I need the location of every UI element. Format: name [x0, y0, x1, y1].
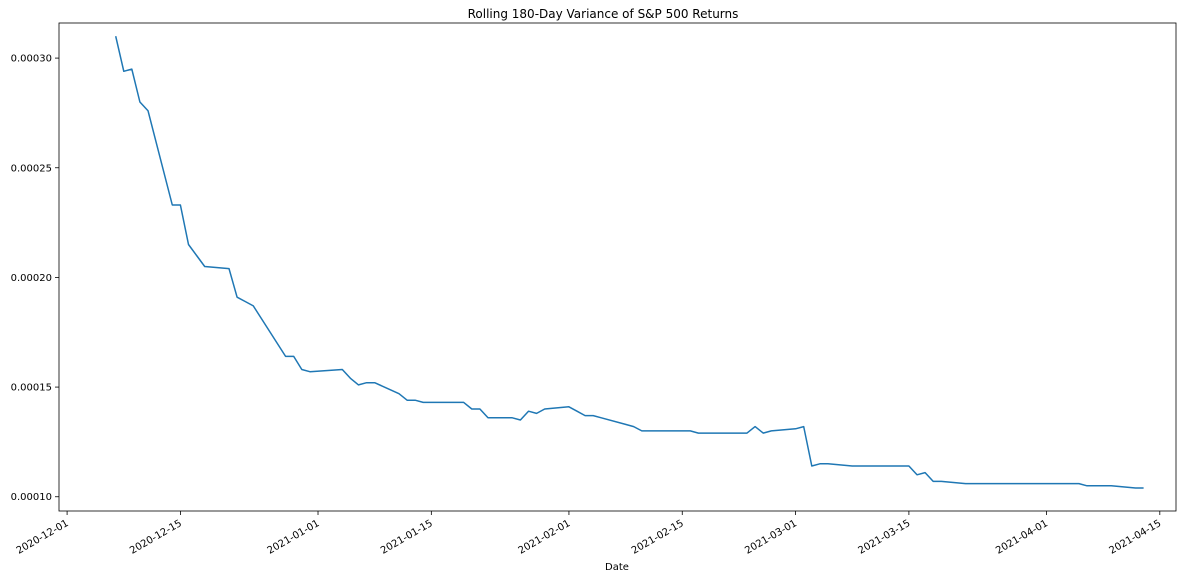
- x-tick-label: 2021-04-15: [1107, 518, 1163, 557]
- x-tick-label: 2021-02-15: [630, 518, 686, 557]
- x-tick-label: 2021-01-01: [266, 518, 322, 557]
- x-tick-label: 2021-04-01: [994, 518, 1050, 557]
- axes: [58, 22, 1177, 512]
- x-tick-label: 2020-12-15: [128, 518, 184, 557]
- x-tick-label: 2021-03-01: [743, 518, 799, 557]
- plot-area: [114, 36, 1144, 489]
- y-tick-label: 0.00015: [11, 383, 52, 394]
- y-tick-label: 0.00020: [11, 273, 52, 284]
- x-tick-label: 2021-02-01: [517, 518, 573, 557]
- x-tick-label: 2021-01-15: [379, 518, 435, 557]
- chart-title: Rolling 180-Day Variance of S&P 500 Retu…: [468, 7, 739, 21]
- series-line-0: [114, 36, 1144, 489]
- x-tick-label: 2021-03-15: [857, 518, 913, 557]
- x-axis-ticks: 2020-12-01 2020-12-15 2021-01-01 2021-01-15…: [15, 511, 1163, 557]
- y-tick-label: 0.00010: [11, 492, 52, 503]
- y-tick-label: 0.00030: [11, 54, 52, 65]
- y-axis-ticks: 0.00010 0.00015 0.00020 0.00025 0.00030: [11, 54, 59, 503]
- x-axis-label: Date: [605, 562, 629, 573]
- axes-frame: [58, 22, 1177, 512]
- x-tick-label: 2020-12-01: [15, 518, 71, 557]
- y-tick-label: 0.00025: [11, 163, 52, 174]
